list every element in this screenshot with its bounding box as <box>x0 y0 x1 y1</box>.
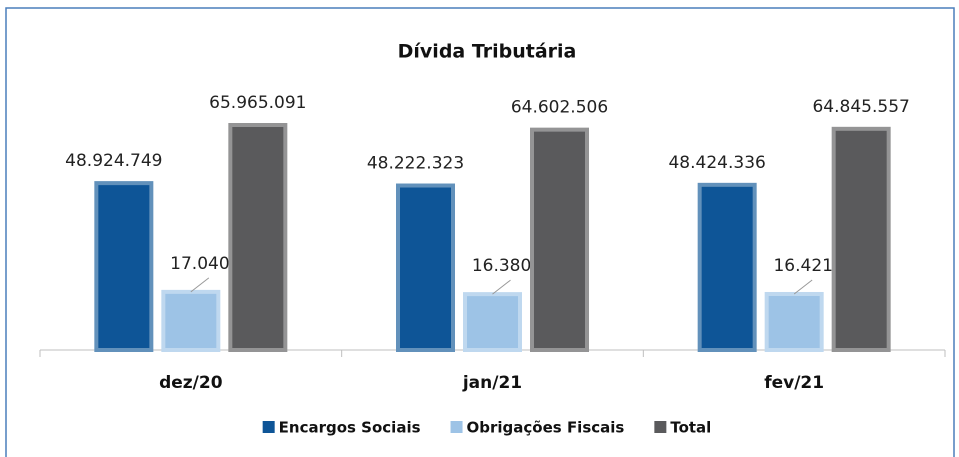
legend-swatch <box>450 421 463 433</box>
legend-label: Obrigações Fiscais <box>467 419 625 437</box>
chart-frame <box>5 7 955 457</box>
legend-label: Total <box>670 419 711 437</box>
data-label: 64.602.506 <box>511 98 608 118</box>
bar <box>831 126 891 352</box>
bar <box>228 123 288 352</box>
bar <box>396 183 455 352</box>
leader-line <box>190 277 210 293</box>
data-label: 48.424.336 <box>668 153 765 173</box>
bar <box>463 292 522 352</box>
legend-label: Encargos Sociais <box>279 419 421 437</box>
bar <box>94 181 154 352</box>
x-tick-label: jan/21 <box>462 373 522 393</box>
leader-line <box>492 279 511 295</box>
bar <box>697 182 757 352</box>
legend-swatch <box>654 421 667 433</box>
data-label: 48.222.323 <box>367 154 464 174</box>
data-label: 48.924.749 <box>65 151 162 171</box>
bar <box>764 291 824 353</box>
x-tick-label: dez/20 <box>159 373 223 393</box>
chart-title: Dívida Tributária <box>398 41 577 63</box>
bar <box>530 127 589 352</box>
bar <box>161 289 221 352</box>
data-label: 64.845.557 <box>812 97 909 117</box>
x-tick-label: fev/21 <box>764 373 824 393</box>
data-label: 65.965.091 <box>209 93 306 113</box>
leader-line <box>793 279 813 295</box>
legend-swatch <box>262 421 275 433</box>
